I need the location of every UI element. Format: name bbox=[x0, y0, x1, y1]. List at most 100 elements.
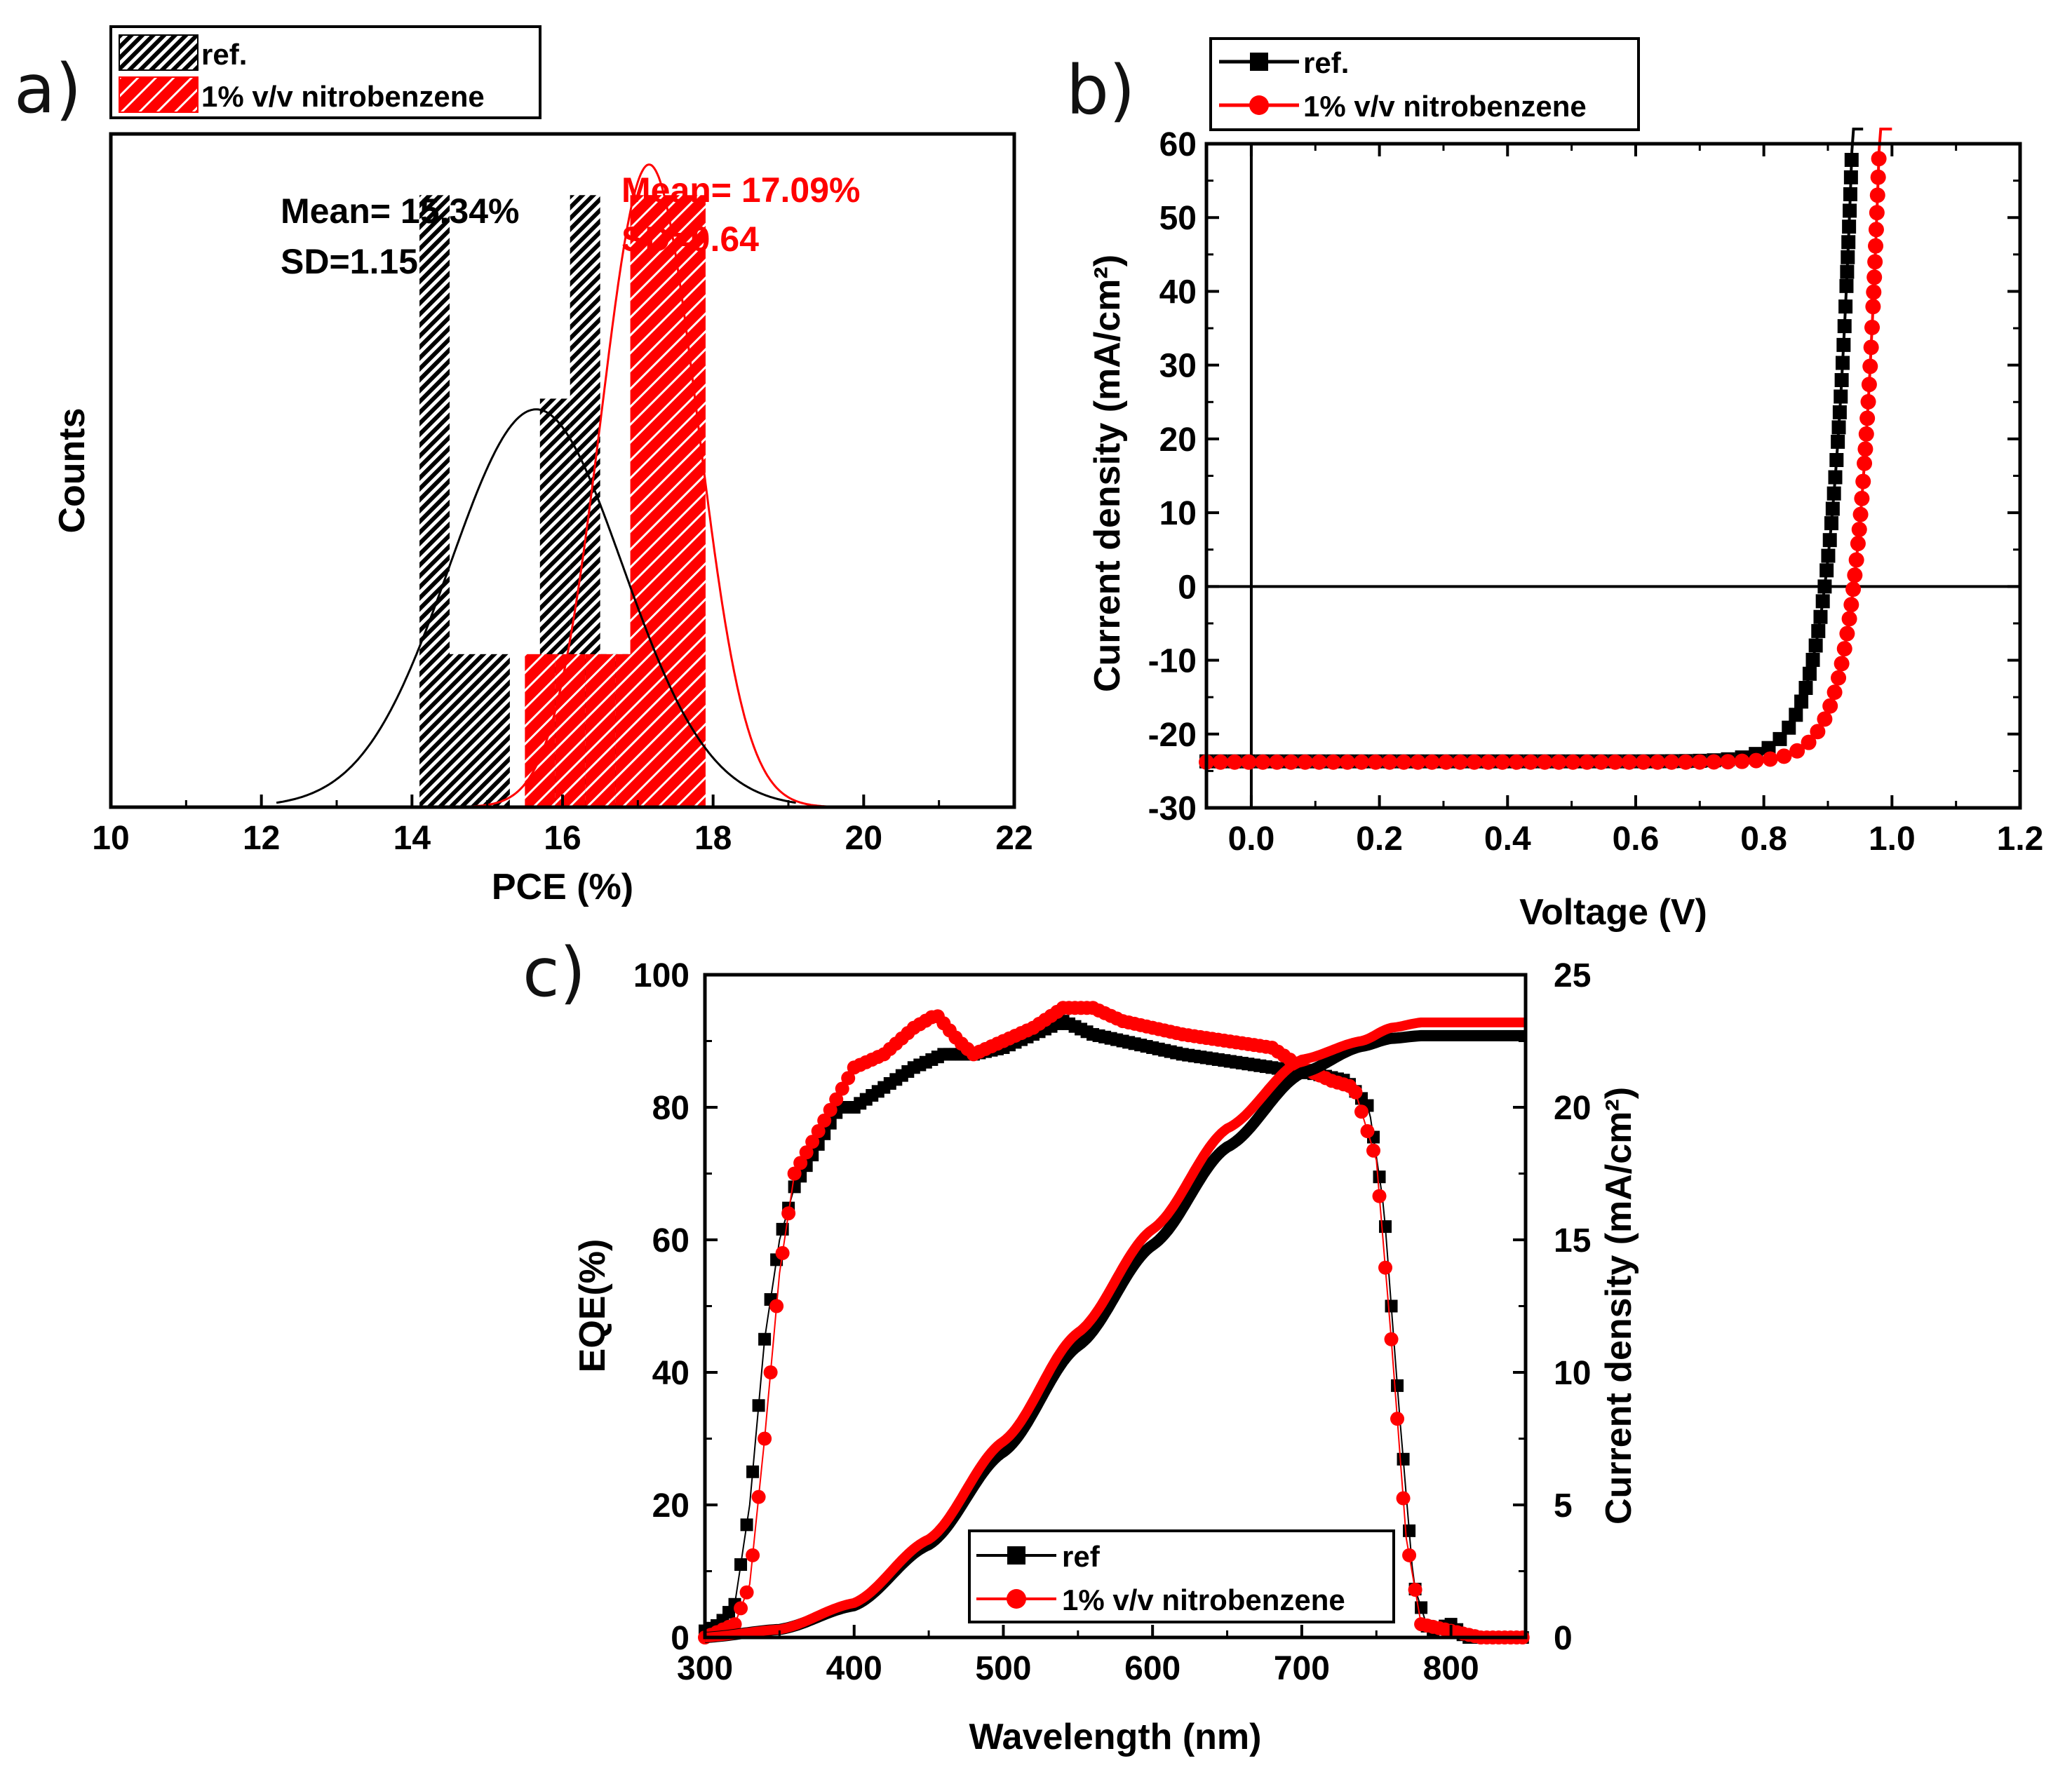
eqe-point-nitro-20 bbox=[817, 1113, 832, 1128]
jv-point-ref-68 bbox=[1837, 319, 1852, 334]
panel-a-legend: ref. 1% v/v nitrobenzene bbox=[109, 25, 541, 119]
panel-a-fit-curves bbox=[276, 163, 826, 809]
histogram-bar-ref-0 bbox=[419, 195, 450, 808]
jv-point-nitro-70 bbox=[1864, 319, 1881, 335]
eqe-point-nitro-12 bbox=[769, 1299, 784, 1313]
panel-c-ylabel-right: Current density (mA/cm²) bbox=[1599, 1087, 1639, 1525]
jv-line-ref bbox=[1206, 128, 1864, 763]
y-right-tick-label: 5 bbox=[1554, 1487, 1573, 1525]
panel-a-x-ticks: 10 12 14 16 18 20 22 bbox=[92, 795, 1033, 857]
jv-point-nitro-13 bbox=[1382, 754, 1398, 770]
panel-b-legend-marker-ref bbox=[1250, 53, 1268, 71]
jv-point-ref-63 bbox=[1832, 405, 1847, 419]
jv-point-ref-44 bbox=[1794, 694, 1809, 709]
x-tick-label: 0.4 bbox=[1484, 820, 1531, 858]
eqe-point-nitro-13 bbox=[775, 1245, 790, 1260]
jv-point-ref-42 bbox=[1782, 720, 1796, 735]
panel-a-legend-swatch-ref bbox=[119, 34, 199, 71]
panel-b-ylabel: Current density (mA/cm²) bbox=[1087, 255, 1128, 692]
eqe-point-nitro-21 bbox=[823, 1102, 837, 1117]
y-tick-label: 20 bbox=[1159, 421, 1197, 459]
panel-b-letter: b) bbox=[1066, 51, 1135, 130]
jv-point-nitro-28 bbox=[1593, 754, 1609, 770]
x-tick-label: 0.0 bbox=[1228, 820, 1275, 858]
jv-point-nitro-57 bbox=[1850, 536, 1866, 552]
x-tick-label: 800 bbox=[1423, 1650, 1479, 1687]
eqe-point-nitro-6 bbox=[734, 1601, 748, 1616]
jv-point-nitro-50 bbox=[1836, 641, 1852, 657]
panel-b-plot-area bbox=[1199, 128, 2020, 808]
eqe-point-nitro-24 bbox=[841, 1071, 856, 1086]
jv-point-ref-67 bbox=[1836, 337, 1851, 352]
panel-b-legend-box bbox=[1209, 37, 1640, 131]
jv-point-nitro-18 bbox=[1452, 754, 1468, 770]
eqe-point-nitro-118 bbox=[1402, 1548, 1417, 1562]
jv-point-ref-65 bbox=[1834, 373, 1849, 388]
panel-b-jv-curve: b) 0.0 0.2 0.4 0.6 0.8 1.0 1.2 -30 -20 -10 0 10 20 30… bbox=[1066, 37, 2044, 933]
jv-point-nitro-15 bbox=[1410, 754, 1426, 770]
jv-point-nitro-72 bbox=[1866, 284, 1882, 300]
jv-point-nitro-29 bbox=[1607, 754, 1623, 770]
y-right-tick-label: 25 bbox=[1554, 957, 1591, 994]
eqe-point-nitro-112 bbox=[1366, 1143, 1381, 1158]
jv-point-nitro-25 bbox=[1551, 754, 1567, 770]
jv-point-nitro-62 bbox=[1857, 455, 1873, 471]
panel-a-legend-label-ref: ref. bbox=[201, 38, 247, 71]
jv-point-ref-76 bbox=[1843, 187, 1857, 202]
jv-point-ref-54 bbox=[1821, 548, 1836, 563]
jv-point-nitro-76 bbox=[1868, 222, 1884, 238]
eqe-point-ref-9 bbox=[752, 1399, 765, 1412]
jv-point-ref-77 bbox=[1843, 170, 1858, 184]
jv-point-nitro-2 bbox=[1227, 754, 1243, 770]
jv-point-nitro-77 bbox=[1869, 205, 1885, 221]
eqe-point-nitro-18 bbox=[805, 1135, 820, 1149]
jv-point-ref-45 bbox=[1798, 680, 1813, 695]
x-tick-label: 500 bbox=[975, 1650, 1031, 1687]
panel-b-xlabel: Voltage (V) bbox=[1519, 892, 1707, 933]
eqe-point-nitro-22 bbox=[829, 1092, 844, 1107]
x-tick-label: 12 bbox=[243, 820, 280, 857]
panel-c-legend-marker-nitro bbox=[1007, 1589, 1026, 1609]
x-tick-label: 0.6 bbox=[1613, 820, 1660, 858]
jv-point-nitro-46 bbox=[1822, 698, 1838, 714]
y-tick-label: 10 bbox=[1159, 495, 1197, 532]
jv-point-nitro-52 bbox=[1841, 611, 1857, 627]
jv-point-nitro-27 bbox=[1579, 754, 1595, 770]
y-left-tick-label: 20 bbox=[652, 1487, 689, 1525]
panel-b-legend: ref. 1% v/v nitrobenzene bbox=[1209, 37, 1640, 131]
jv-line-nitro bbox=[1206, 128, 1892, 764]
eqe-point-nitro-5 bbox=[727, 1617, 742, 1632]
jv-point-nitro-21 bbox=[1494, 754, 1510, 770]
x-tick-label: 300 bbox=[677, 1650, 733, 1687]
panel-c-legend-box bbox=[968, 1529, 1395, 1623]
x-tick-label: 16 bbox=[544, 820, 581, 857]
jv-point-nitro-7 bbox=[1297, 754, 1313, 770]
jv-point-nitro-54 bbox=[1845, 581, 1862, 597]
x-tick-label: 14 bbox=[393, 820, 431, 857]
jv-point-nitro-44 bbox=[1810, 724, 1826, 740]
jv-point-nitro-31 bbox=[1635, 754, 1651, 770]
jv-point-nitro-14 bbox=[1396, 754, 1412, 770]
jv-point-nitro-39 bbox=[1748, 752, 1764, 769]
eqe-point-nitro-109 bbox=[1348, 1085, 1363, 1100]
jv-point-ref-55 bbox=[1822, 533, 1837, 548]
jv-point-nitro-4 bbox=[1255, 754, 1271, 770]
panel-c-plot-area bbox=[698, 1001, 1530, 1644]
jv-point-ref-66 bbox=[1835, 356, 1850, 370]
jv-point-nitro-65 bbox=[1859, 410, 1876, 426]
eqe-point-nitro-11 bbox=[763, 1365, 778, 1379]
jv-point-nitro-56 bbox=[1848, 552, 1864, 568]
jv-point-ref-62 bbox=[1831, 420, 1846, 435]
jv-point-nitro-10 bbox=[1339, 754, 1355, 770]
jv-point-nitro-66 bbox=[1860, 393, 1876, 410]
y-tick-label: 40 bbox=[1159, 273, 1197, 311]
jv-point-nitro-80 bbox=[1871, 151, 1887, 167]
panel-a-ref-sd: SD=1.15 bbox=[281, 242, 418, 281]
eqe-point-nitro-110 bbox=[1354, 1104, 1368, 1119]
x-tick-label: 700 bbox=[1274, 1650, 1330, 1687]
jv-point-nitro-37 bbox=[1720, 754, 1736, 770]
eqe-point-ref-117 bbox=[1397, 1452, 1410, 1466]
jv-point-ref-40 bbox=[1761, 741, 1776, 755]
panel-b-ticks: 0.0 0.2 0.4 0.6 0.8 1.0 1.2 -30 -20 -10 0 10 20 30 40 5… bbox=[1148, 126, 2044, 858]
x-tick-label: 10 bbox=[92, 820, 129, 857]
